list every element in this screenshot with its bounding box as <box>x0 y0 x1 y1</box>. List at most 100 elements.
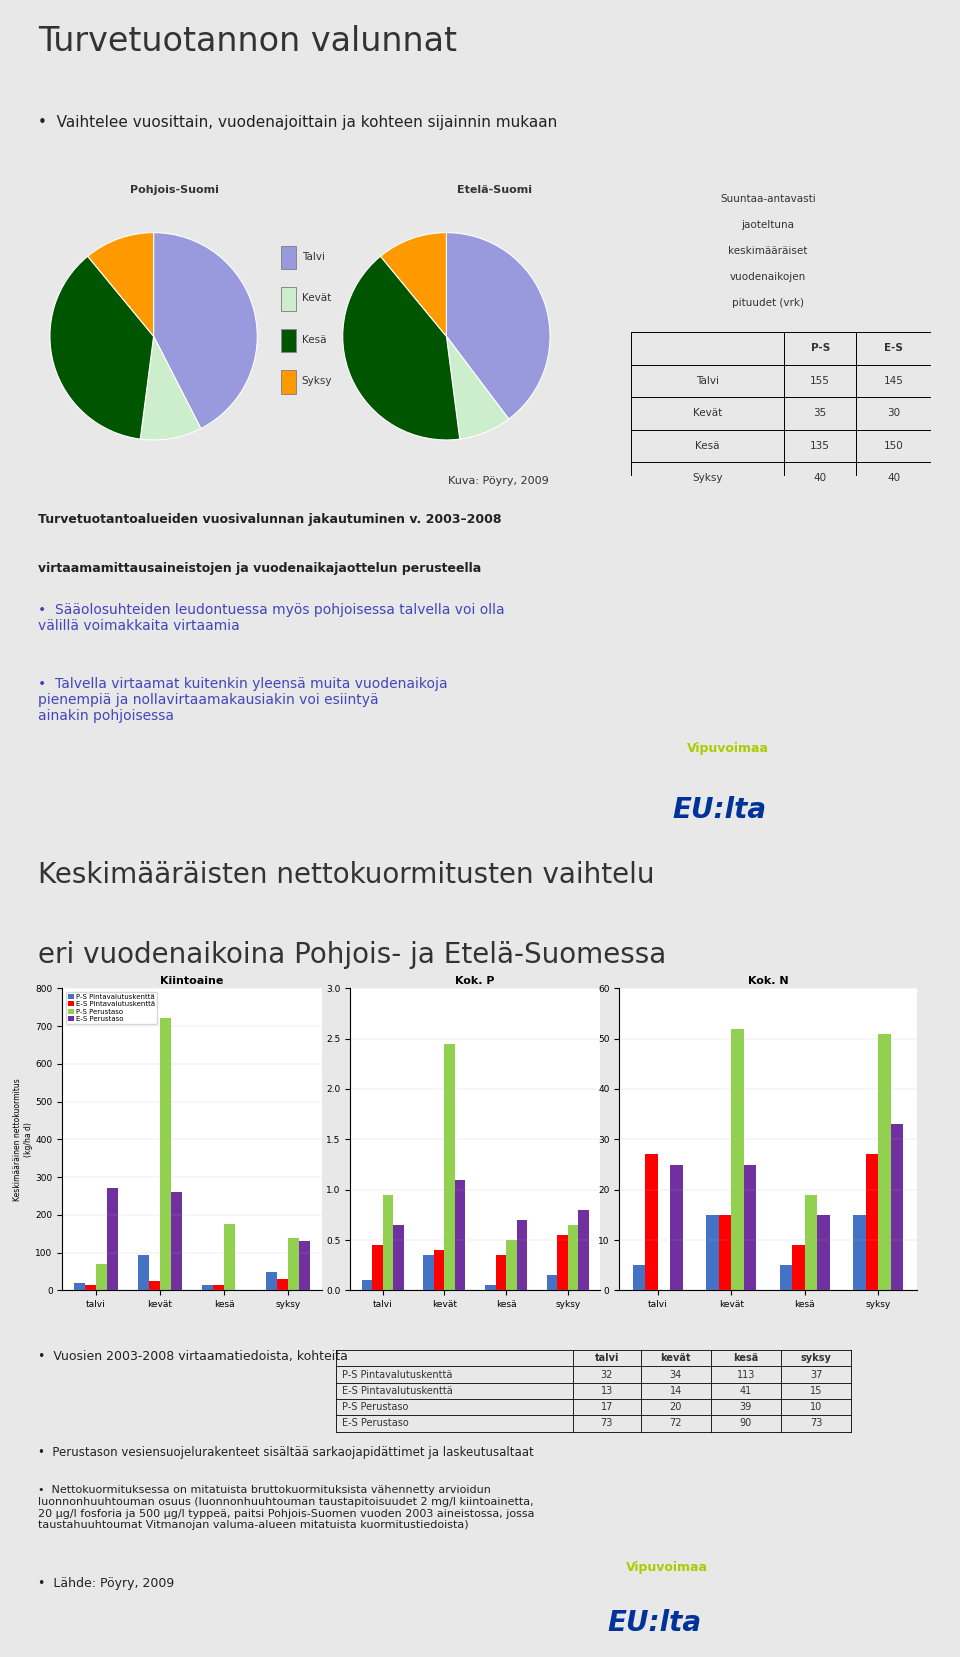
Legend: P-S Pintavalutuskenttä, E-S Pintavalutuskenttä, P-S Perustaso, E-S Perustaso: P-S Pintavalutuskenttä, E-S Pintavalutus… <box>66 991 156 1024</box>
Bar <box>719 1215 732 1291</box>
Bar <box>891 1123 903 1291</box>
Text: P-S: P-S <box>810 343 829 353</box>
Text: •  Vuosien 2003-2008 virtaamatiedoista, kohteita: • Vuosien 2003-2008 virtaamatiedoista, k… <box>37 1350 348 1364</box>
Text: Syksy: Syksy <box>692 474 723 484</box>
Text: Turvetuotannon valunnat: Turvetuotannon valunnat <box>37 25 457 58</box>
Bar <box>780 1266 792 1291</box>
Bar <box>74 1283 85 1291</box>
Bar <box>485 1286 495 1291</box>
Text: •  Sääolosuhteiden leudontuessa myös pohjoisessa talvella voi olla
välillä voima: • Sääolosuhteiden leudontuessa myös pohj… <box>37 603 504 633</box>
Wedge shape <box>380 232 446 336</box>
Text: Vipuvoimaa: Vipuvoimaa <box>687 742 769 756</box>
Bar <box>455 1180 466 1291</box>
Text: 14: 14 <box>669 1385 682 1395</box>
Text: syksy: syksy <box>801 1354 831 1364</box>
Text: E-S Pintavalutuskenttä: E-S Pintavalutuskenttä <box>342 1385 452 1395</box>
Bar <box>149 1281 160 1291</box>
Text: •  Perustason vesiensuojelurakenteet sisältää sarkaojapidättimet ja laskeutusalt: • Perustason vesiensuojelurakenteet sisä… <box>37 1445 534 1458</box>
Bar <box>878 1034 891 1291</box>
Text: eri vuodenaikoina Pohjois- ja Etelä-Suomessa: eri vuodenaikoina Pohjois- ja Etelä-Suom… <box>37 941 666 968</box>
Bar <box>280 328 297 353</box>
Bar <box>280 245 297 270</box>
Bar <box>707 1215 719 1291</box>
Text: 20: 20 <box>669 1402 682 1412</box>
Bar <box>171 1193 181 1291</box>
Bar <box>792 1244 804 1291</box>
Text: •  Lähde: Pöyry, 2009: • Lähde: Pöyry, 2009 <box>37 1577 174 1589</box>
Text: 30: 30 <box>887 408 900 418</box>
Bar <box>817 1215 829 1291</box>
Bar <box>645 1155 658 1291</box>
Bar <box>394 1225 403 1291</box>
Bar <box>423 1256 434 1291</box>
Text: Turvetuotantoalueiden vuosivalunnan jakautuminen v. 2003–2008: Turvetuotantoalueiden vuosivalunnan jaka… <box>37 512 501 525</box>
Bar <box>434 1249 444 1291</box>
Wedge shape <box>140 336 201 441</box>
Text: 35: 35 <box>813 408 827 418</box>
Bar <box>280 371 297 394</box>
Bar <box>547 1276 557 1291</box>
Bar <box>277 1279 288 1291</box>
Bar <box>633 1266 645 1291</box>
Text: P-S Perustaso: P-S Perustaso <box>342 1402 408 1412</box>
Bar <box>567 1225 578 1291</box>
Title: Kok. N: Kok. N <box>748 976 788 986</box>
Bar <box>383 1195 394 1291</box>
Wedge shape <box>446 232 550 419</box>
Text: 41: 41 <box>740 1385 752 1395</box>
Bar <box>213 1284 224 1291</box>
Text: 145: 145 <box>884 376 903 386</box>
Text: 72: 72 <box>669 1418 682 1428</box>
Text: 39: 39 <box>740 1402 752 1412</box>
Bar <box>866 1155 878 1291</box>
Text: EU:lta: EU:lta <box>607 1609 701 1637</box>
Text: 135: 135 <box>810 441 830 451</box>
Bar <box>85 1284 96 1291</box>
Text: vuodenaikojen: vuodenaikojen <box>730 272 806 282</box>
Bar <box>804 1195 817 1291</box>
Bar <box>299 1241 310 1291</box>
Text: 37: 37 <box>810 1370 823 1380</box>
Text: kesä: kesä <box>733 1354 758 1364</box>
Text: E-S Perustaso: E-S Perustaso <box>342 1418 409 1428</box>
Y-axis label: Keskimääräinen nettokuormitus
(kg/ha d): Keskimääräinen nettokuormitus (kg/ha d) <box>13 1079 33 1201</box>
Bar <box>138 1254 149 1291</box>
Text: 40: 40 <box>887 474 900 484</box>
Text: •  Vaihtelee vuosittain, vuodenajoittain ja kohteen sijainnin mukaan: • Vaihtelee vuosittain, vuodenajoittain … <box>37 114 557 129</box>
Text: talvi: talvi <box>594 1354 619 1364</box>
Text: Kuva: Pöyry, 2009: Kuva: Pöyry, 2009 <box>448 476 549 486</box>
Bar <box>578 1210 588 1291</box>
Text: Talvi: Talvi <box>301 252 324 262</box>
Text: 13: 13 <box>601 1385 613 1395</box>
Text: Etelä-Suomi: Etelä-Suomi <box>457 184 532 194</box>
Text: 15: 15 <box>810 1385 823 1395</box>
Text: 34: 34 <box>669 1370 682 1380</box>
Wedge shape <box>446 336 509 439</box>
Bar <box>732 1029 744 1291</box>
Bar <box>96 1264 107 1291</box>
Text: virtaamamittausaineistojen ja vuodenaikajaottelun perusteella: virtaamamittausaineistojen ja vuodenaika… <box>37 562 481 575</box>
Bar <box>495 1256 506 1291</box>
Bar <box>266 1271 277 1291</box>
Text: 90: 90 <box>740 1418 752 1428</box>
Text: EU:lta: EU:lta <box>673 795 767 824</box>
Bar <box>670 1165 683 1291</box>
Text: 113: 113 <box>736 1370 756 1380</box>
Text: Suuntaa-antavasti: Suuntaa-antavasti <box>720 194 816 204</box>
Text: Vipuvoimaa: Vipuvoimaa <box>626 1561 708 1574</box>
Bar <box>506 1239 516 1291</box>
Bar <box>744 1165 756 1291</box>
Text: jaoteltuna: jaoteltuna <box>741 220 795 230</box>
Text: kevät: kevät <box>660 1354 691 1364</box>
Text: 150: 150 <box>884 441 903 451</box>
Bar <box>516 1220 527 1291</box>
Text: Kesä: Kesä <box>695 441 720 451</box>
Text: Kesä: Kesä <box>301 335 326 345</box>
Text: E-S: E-S <box>884 343 903 353</box>
Bar <box>372 1244 383 1291</box>
Bar <box>557 1234 567 1291</box>
Text: 32: 32 <box>601 1370 613 1380</box>
Wedge shape <box>50 257 154 439</box>
Bar <box>224 1225 235 1291</box>
Text: Keskimääräisten nettokuormitusten vaihtelu: Keskimääräisten nettokuormitusten vaihte… <box>37 862 655 888</box>
